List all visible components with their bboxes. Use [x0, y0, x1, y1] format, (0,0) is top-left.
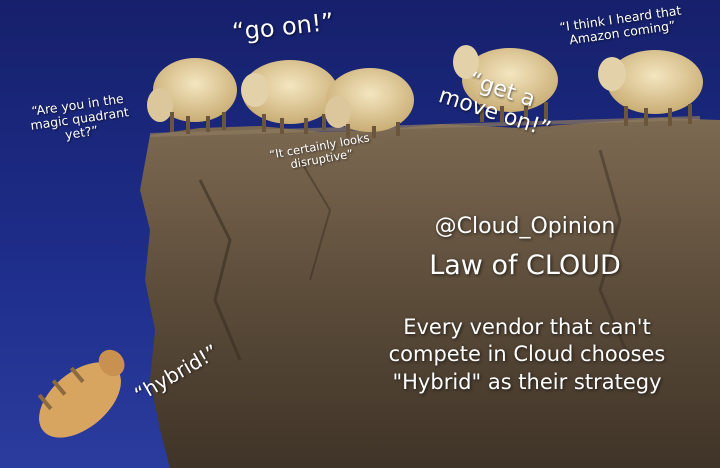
sheep	[453, 45, 558, 122]
falling-sheep	[37, 349, 125, 438]
caption-title: Law of CLOUD	[429, 250, 621, 281]
cliff-crack	[198, 179, 242, 361]
sheep	[325, 68, 414, 138]
caption-body: Every vendor that can't compete in Cloud…	[352, 314, 702, 396]
sheep	[598, 50, 703, 126]
caption-line: Every vendor that can't	[403, 315, 651, 339]
caption-line: compete in Cloud chooses	[388, 342, 666, 367]
sheep	[147, 58, 237, 134]
twitter-handle: @Cloud_Opinion	[434, 214, 616, 239]
cliff-rock	[140, 118, 720, 468]
cliff-crack	[598, 149, 632, 361]
cliff-ledge	[149, 116, 701, 137]
caption-line: "Hybrid" as their strategy	[392, 369, 662, 394]
cliff-crack	[299, 159, 332, 281]
sheep	[241, 60, 338, 134]
